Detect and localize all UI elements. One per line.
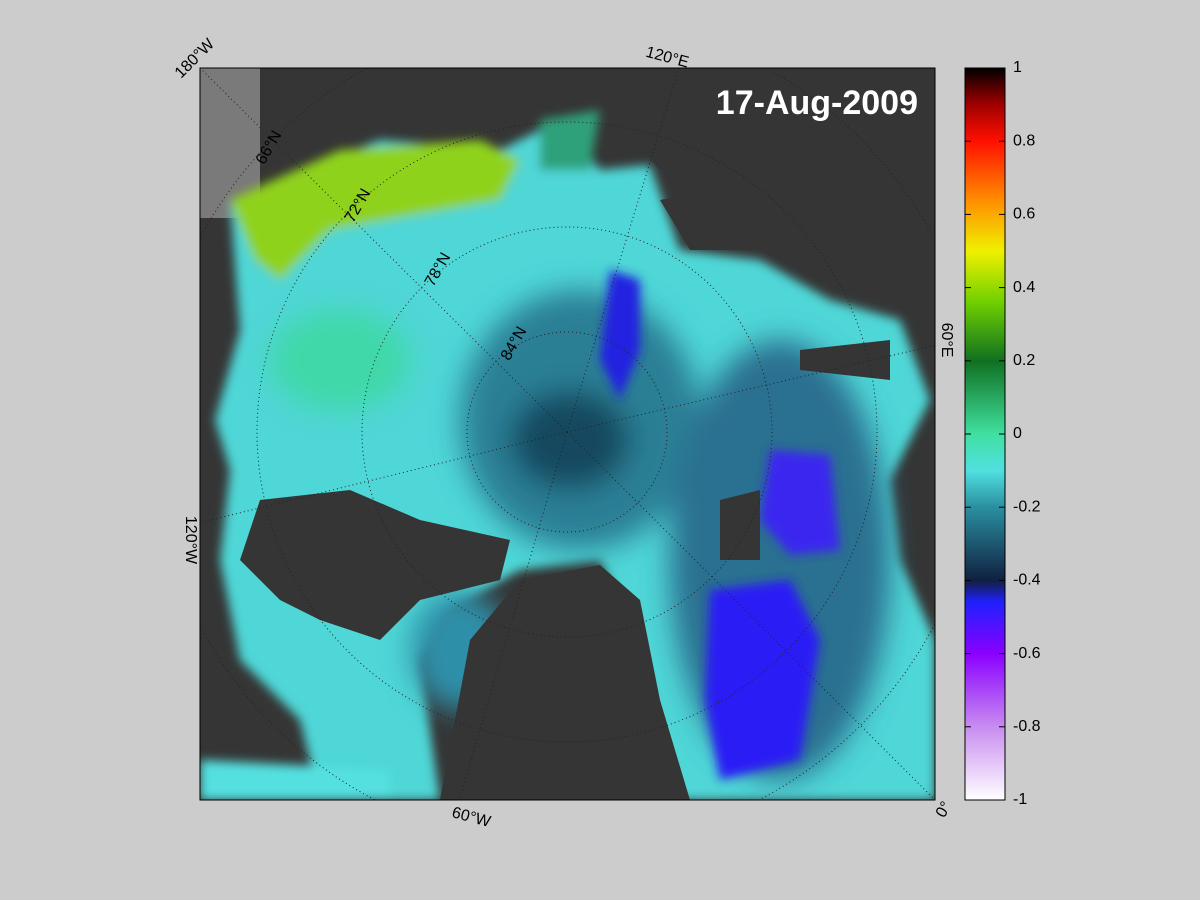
graticule xyxy=(200,68,935,800)
low-anomaly xyxy=(600,270,840,780)
longitude-label: 60°E xyxy=(938,323,955,358)
longitude-label: 120°E xyxy=(644,44,691,72)
longitude-label: 60°W xyxy=(450,804,493,831)
colorbar-tick-label: 0.6 xyxy=(1013,206,1035,223)
map-frame xyxy=(199,67,936,801)
map: 17-Aug-2009 66°N 72°N 78°N 84°N xyxy=(200,68,935,800)
colorbar-tick-label: 0.4 xyxy=(1013,279,1035,296)
land-masses xyxy=(240,68,935,800)
colorbar-tick-label: 0.8 xyxy=(1013,132,1035,149)
colorbar-tick-label: -1 xyxy=(1013,791,1027,808)
date-label: 17-Aug-2009 xyxy=(716,84,918,122)
colorbar-tick-label: 0 xyxy=(1013,425,1022,442)
colorbar-tick-label: 0.2 xyxy=(1013,352,1035,369)
colorbar-tick-label: -0.8 xyxy=(1013,718,1041,735)
colorbar-tick-label: 1 xyxy=(1013,59,1022,76)
ocean-shading xyxy=(270,290,890,780)
longitude-label: 0° xyxy=(933,799,955,821)
colorbar-tick-label: -0.4 xyxy=(1013,572,1041,589)
colorbar-tick-label: -0.2 xyxy=(1013,498,1041,515)
colorbar-tick-label: -0.6 xyxy=(1013,645,1041,662)
longitude-label: 120°W xyxy=(182,516,199,565)
